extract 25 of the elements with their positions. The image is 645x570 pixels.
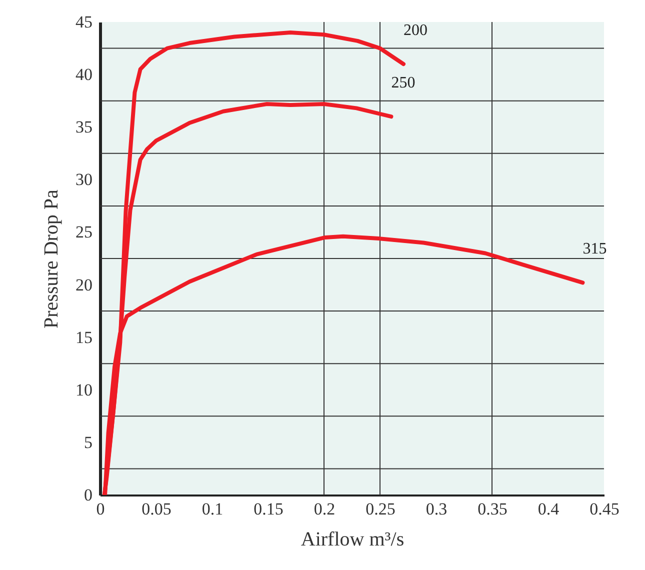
x-tick-label: 0.25 — [366, 500, 396, 518]
x-tick-label: 0.05 — [142, 500, 172, 518]
y-tick-label: 45 — [76, 12, 92, 32]
y-tick-label: 20 — [76, 275, 92, 294]
x-tick-label: 0.4 — [538, 500, 560, 518]
y-tick-label: 0 — [84, 486, 92, 504]
y-tick-label: 30 — [76, 170, 92, 190]
x-tick-label: 0.45 — [590, 500, 620, 518]
x-tick-label: 0.1 — [202, 500, 224, 518]
y-tick-label: 40 — [76, 65, 92, 84]
y-tick-label: 25 — [76, 222, 92, 242]
x-tick-label: 0.35 — [478, 500, 508, 518]
x-tick-label: 0.2 — [314, 500, 336, 518]
y-tick-label: 10 — [76, 380, 92, 400]
y-tick-label: 35 — [76, 118, 92, 137]
series-label: 315 — [582, 240, 607, 258]
y-tick-label: 5 — [84, 432, 92, 452]
x-tick-label: 0.15 — [254, 500, 284, 518]
y-tick-label: 15 — [76, 328, 92, 347]
series-label: 200 — [404, 22, 428, 40]
x-tick-label: 0.3 — [426, 500, 448, 518]
series-label: 250 — [391, 74, 416, 92]
y-axis-title: Pressure Drop Pa — [40, 189, 62, 328]
x-tick-label: 0 — [96, 500, 105, 518]
x-axis-title: Airflow m³/s — [300, 528, 404, 550]
